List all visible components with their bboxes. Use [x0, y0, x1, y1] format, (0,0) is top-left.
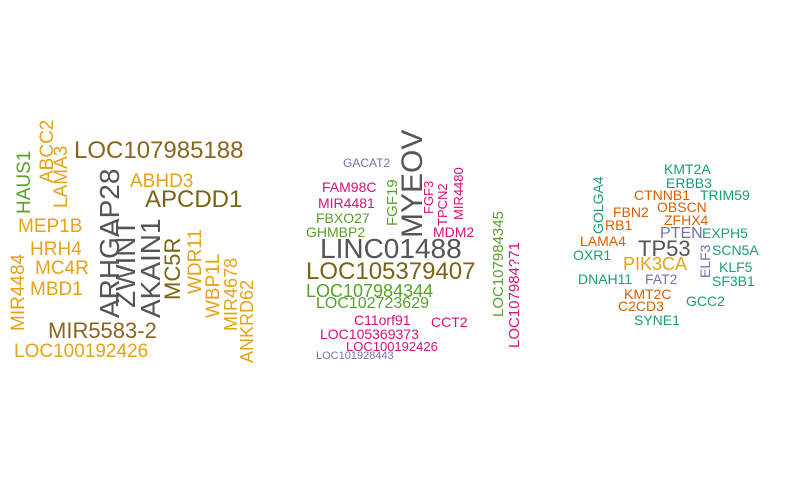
- cloud-word: ANKRD62: [237, 279, 257, 363]
- cloud-word: LINC01488: [320, 233, 462, 264]
- cloud-word: FAT2: [645, 271, 678, 287]
- cloud-word: LOC105379407: [306, 258, 476, 285]
- cloud-word: MEP1B: [18, 216, 83, 237]
- cloud-word: C11orf91: [354, 312, 411, 328]
- cloud-word: LOC101928443: [316, 350, 394, 362]
- cloud-word: LOC102723629: [316, 295, 429, 312]
- cloud-word: FGF3: [421, 180, 436, 214]
- cloud-word: PTEN: [660, 225, 703, 242]
- cloud-word: ERBB3: [666, 175, 712, 191]
- cloud-word: TP53: [638, 236, 691, 261]
- cloud-word: OXR1: [573, 247, 612, 263]
- cloud-word: LOC107985188: [74, 137, 244, 164]
- cloud-word: LAMA4: [580, 233, 626, 249]
- cloud-word: KMT2C: [624, 286, 672, 302]
- cloud-word: LOC100192426: [14, 341, 149, 362]
- cloud-word: CCT2: [431, 314, 468, 330]
- cloud-word: CTNNB1: [634, 187, 691, 203]
- cloud-word: GOLGA4: [590, 176, 606, 234]
- cloud-word: ABHD3: [130, 171, 194, 192]
- cloud-word: LAMA3: [51, 145, 72, 208]
- cloud-word: PIK3CA: [623, 254, 688, 274]
- cloud-word: DNAH11: [578, 271, 633, 287]
- cloud-word: LOC105369373: [320, 326, 419, 342]
- cloud-word: ZFHX4: [664, 212, 709, 228]
- cloud-word: RB1: [605, 217, 633, 233]
- cloud-word: MIR4480: [451, 167, 466, 220]
- cloud-word: SCN5A: [712, 242, 759, 258]
- cloud-word: SF3B1: [712, 273, 755, 289]
- cloud-word: FBXO27: [316, 210, 370, 226]
- cloud-word: FAM98C: [322, 179, 377, 195]
- cloud-word: LOC100192426: [346, 339, 438, 354]
- cloud-word: FBN2: [613, 204, 649, 220]
- cloud-word: TPCN2: [435, 183, 450, 226]
- cloud-word: C2CD3: [618, 298, 664, 314]
- cloud-word: MDM2: [433, 224, 475, 240]
- cloud-word: GACAT2: [343, 156, 391, 170]
- cloud-word: TRIM59: [700, 187, 750, 203]
- cloud-word: OBSCN: [657, 199, 707, 215]
- cloud-word: LOC107984?71: [506, 242, 523, 348]
- cloud-word: MC5R: [160, 237, 185, 300]
- cloud-word: MC4R: [35, 258, 89, 279]
- cloud-word: LOC107984345: [490, 211, 507, 317]
- cloud-word: SYNE1: [634, 312, 680, 328]
- cloud-word: MIR4484: [8, 253, 29, 331]
- cloud-word: ELF3: [697, 244, 713, 278]
- cloud-word: HRH4: [30, 239, 82, 260]
- cloud-word: MBD1: [30, 279, 83, 300]
- cloud-word: MIR5583-2: [48, 318, 157, 343]
- cloud-word: APCDD1: [145, 186, 243, 213]
- cloud-word: LOC107984344: [306, 281, 434, 301]
- cloud-word: MIR4481: [318, 195, 375, 211]
- cloud-word: GHMBP2: [306, 224, 366, 240]
- cloud-word: HAUS1: [14, 150, 35, 214]
- cloud-word: KLF5: [719, 259, 753, 275]
- cloud-word: GCC2: [686, 293, 725, 309]
- cloud-word: EXPH5: [702, 225, 748, 241]
- cloud-word: FGF19: [384, 179, 401, 226]
- cloud-word: KMT2A: [664, 161, 711, 177]
